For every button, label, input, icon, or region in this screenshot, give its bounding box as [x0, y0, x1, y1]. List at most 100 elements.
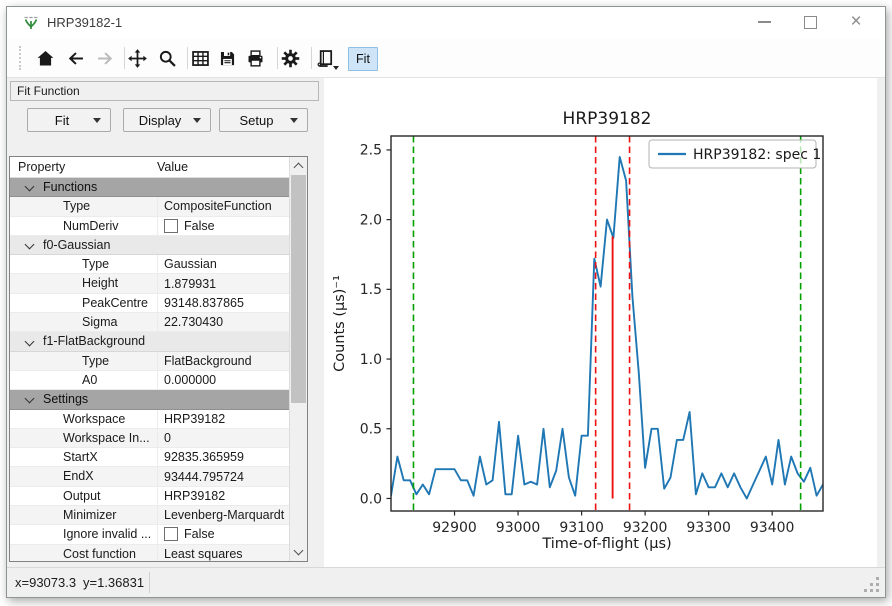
grid-button[interactable] [186, 44, 214, 72]
display-menu-button[interactable]: Display [123, 108, 211, 132]
pan-icon [127, 48, 148, 69]
property-row[interactable]: MinimizerLevenberg-Marquardt [10, 506, 307, 525]
toolbar-drag-handle[interactable] [19, 46, 21, 70]
property-row[interactable]: Height1.879931 [10, 274, 307, 293]
zoom-button[interactable] [153, 44, 181, 72]
value-cell[interactable]: 93444.795724 [157, 467, 244, 485]
value-text: Levenberg-Marquardt [164, 508, 284, 522]
value-text: False [184, 527, 215, 541]
property-label: NumDeriv [63, 219, 119, 233]
legend-label: HRP39182: spec 1 [693, 147, 821, 163]
setup-menu-label: Setup [240, 113, 274, 128]
fit-toggle-button[interactable]: Fit [348, 47, 378, 71]
x-tick-label: 93400 [750, 520, 795, 536]
value-cell[interactable]: Least squares [157, 545, 243, 562]
settings-button[interactable] [276, 44, 304, 72]
value-text: 22.730430 [164, 315, 223, 329]
property-row[interactable]: StartX92835.365959 [10, 448, 307, 467]
x-tick-label: 93300 [686, 520, 731, 536]
section-row[interactable]: Functions [10, 178, 307, 197]
grid-scrollbar[interactable] [289, 157, 307, 561]
value-cell[interactable]: FlatBackground [157, 352, 252, 370]
property-row[interactable]: WorkspaceHRP39182 [10, 410, 307, 429]
back-button[interactable] [61, 44, 89, 72]
grid-icon [190, 48, 211, 69]
zoom-icon [157, 48, 178, 69]
value-cell[interactable]: HRP39182 [157, 410, 225, 428]
value-cell[interactable]: 0.000000 [157, 371, 216, 389]
value-text: 1.879931 [164, 277, 216, 291]
legend[interactable]: HRP39182: spec 1 [649, 140, 821, 168]
home-button[interactable] [31, 44, 59, 72]
property-row[interactable]: EndX93444.795724 [10, 467, 307, 486]
pan-button[interactable] [123, 44, 151, 72]
y-tick-label: 2.5 [360, 143, 382, 159]
property-row[interactable]: TypeFlatBackground [10, 352, 307, 371]
fit-menu-label: Fit [55, 113, 69, 128]
value-cell[interactable]: 22.730430 [157, 313, 223, 331]
property-row[interactable]: TypeGaussian [10, 255, 307, 274]
forward-icon [95, 48, 116, 69]
fit-plot[interactable]: 9290093000931009320093300934000.00.51.01… [324, 78, 877, 568]
plot-canvas[interactable]: 9290093000931009320093300934000.00.51.01… [324, 78, 877, 568]
property-row[interactable]: TypeCompositeFunction [10, 197, 307, 216]
resize-grip[interactable] [863, 576, 879, 592]
maximize-button[interactable] [793, 8, 827, 36]
property-label: Sigma [82, 315, 117, 329]
window-title: HRP39182-1 [47, 15, 122, 30]
function-group-row[interactable]: f0-Gaussian [10, 236, 307, 255]
value-cell[interactable]: HRP39182 [157, 487, 225, 505]
scrollbar-thumb[interactable] [291, 175, 306, 403]
save-icon [217, 48, 238, 69]
section-row[interactable]: Settings [10, 390, 307, 409]
fit-menu-button[interactable]: Fit [27, 108, 111, 132]
property-row[interactable]: PeakCentre93148.837865 [10, 294, 307, 313]
value-cell[interactable]: 0 [157, 429, 171, 447]
app-window: HRP39182-1 × Fit Fit Function Fit Displa… [6, 6, 886, 598]
print-icon [245, 48, 266, 69]
checkbox-unchecked-icon[interactable] [164, 219, 178, 233]
value-cell[interactable]: Gaussian [157, 255, 217, 273]
setup-menu-button[interactable]: Setup [219, 108, 308, 132]
property-row[interactable]: Sigma 22.730430 [10, 313, 307, 332]
plot-title: HRP39182 [563, 109, 652, 129]
title-bar: HRP39182-1 × [7, 7, 885, 39]
value-text: FlatBackground [164, 354, 252, 368]
save-button[interactable] [213, 44, 241, 72]
value-cell[interactable]: 93148.837865 [157, 294, 244, 312]
property-row[interactable]: OutputHRP39182 [10, 487, 307, 506]
property-row[interactable]: NumDeriv False [10, 217, 307, 236]
scroll-down-icon[interactable] [290, 544, 307, 561]
chevron-down-icon [93, 118, 101, 123]
property-label: Cost function [63, 547, 136, 561]
scroll-up-icon[interactable] [290, 157, 307, 174]
value-cell[interactable]: 92835.365959 [157, 448, 244, 466]
group-label: Settings [43, 392, 88, 406]
value-text: 93444.795724 [164, 470, 244, 484]
value-cell[interactable]: 1.879931 [157, 274, 216, 292]
group-label: Functions [43, 180, 97, 194]
mantid-logo-icon [23, 15, 39, 31]
property-row[interactable]: Cost function Least squares [10, 545, 307, 562]
value-text: 0 [164, 431, 171, 445]
property-row[interactable]: Ignore invalid ...False [10, 525, 307, 544]
print-button[interactable] [241, 44, 269, 72]
script-button[interactable] [311, 44, 339, 72]
function-group-row[interactable]: f1-FlatBackground [10, 332, 307, 351]
close-button[interactable]: × [839, 8, 873, 36]
property-row[interactable]: A00.000000 [10, 371, 307, 390]
value-cell[interactable]: CompositeFunction [157, 197, 272, 215]
grid-header: Property Value [10, 157, 307, 178]
value-text: CompositeFunction [164, 199, 272, 213]
y-tick-label: 2.0 [360, 212, 382, 228]
forward-button [91, 44, 119, 72]
boolean-value-cell[interactable]: False [157, 525, 215, 543]
property-row[interactable]: Workspace In...0 [10, 429, 307, 448]
value-cell[interactable]: Levenberg-Marquardt [157, 506, 284, 524]
minimize-button[interactable] [747, 8, 781, 36]
y-axis-label: Counts (μs)⁻¹ [332, 275, 348, 372]
x-axis-label: Time-of-flight (μs) [541, 536, 671, 552]
boolean-value-cell[interactable]: False [157, 217, 215, 235]
column-property: Property [18, 160, 65, 174]
checkbox-unchecked-icon[interactable] [164, 527, 178, 541]
